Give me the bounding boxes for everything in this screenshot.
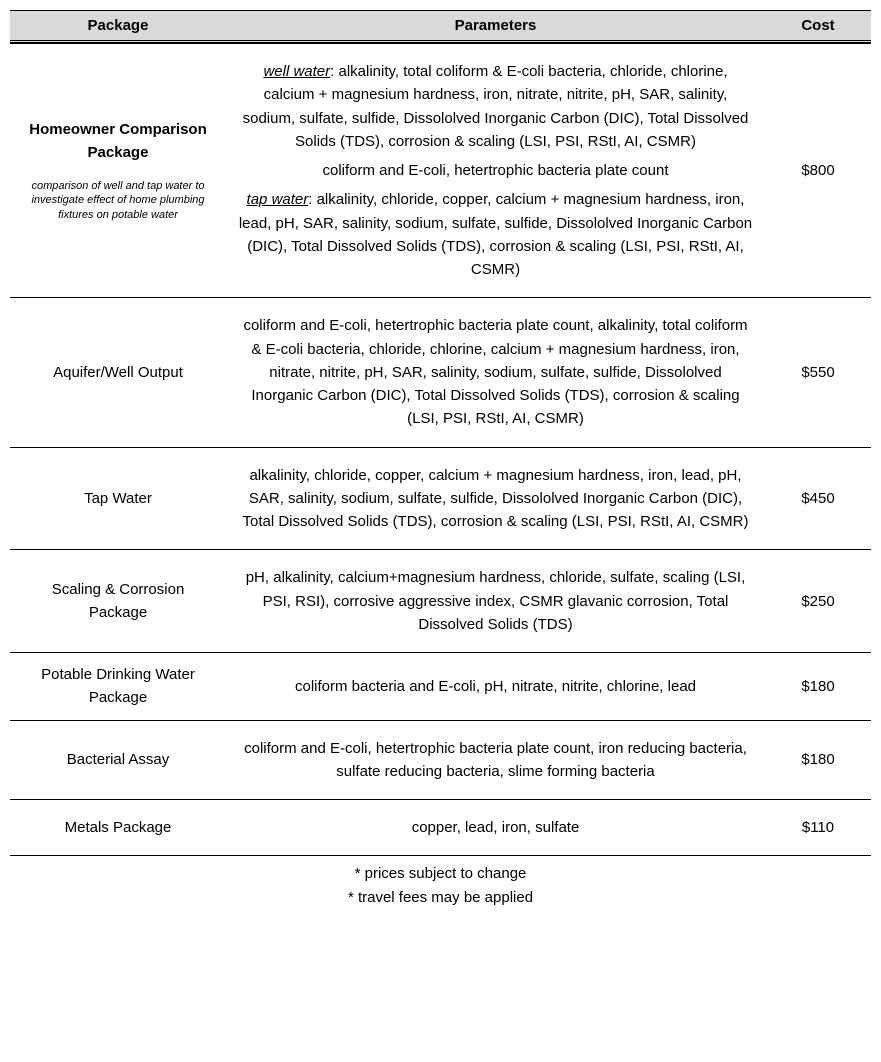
footnote-line: * travel fees may be applied [10, 886, 871, 910]
parameters-cell: coliform bacteria and E-coli, pH, nitrat… [226, 653, 765, 721]
package-cell: Tap Water [10, 447, 226, 550]
parameter-text: coliform and E-coli, hetertrophic bacter… [322, 162, 668, 179]
package-cell: Bacterial Assay [10, 720, 226, 800]
parameter-text: pH, alkalinity, calcium+magnesium hardne… [246, 569, 746, 633]
parameter-text: coliform and E-coli, hetertrophic bacter… [243, 317, 747, 427]
table-row: Metals Package copper, lead, iron, sulfat… [10, 800, 871, 856]
table-row: Homeowner Comparison Package comparison o… [10, 44, 871, 298]
parameter-block: tap water: alkalinity, chloride, copper,… [238, 188, 753, 281]
cost-cell: $550 [765, 298, 871, 447]
package-cell: Aquifer/Well Output [10, 298, 226, 447]
parameter-text: : alkalinity, chloride, copper, calcium … [239, 191, 752, 278]
package-title: Tap Water [84, 490, 152, 507]
parameter-block: well water: alkalinity, total coliform &… [238, 60, 753, 153]
table-row: Aquifer/Well Output coliform and E-coli, … [10, 298, 871, 447]
parameters-cell: coliform and E-coli, hetertrophic bacter… [226, 298, 765, 447]
col-header-cost: Cost [765, 11, 871, 42]
parameters-cell: copper, lead, iron, sulfate [226, 800, 765, 856]
cost-cell: $180 [765, 653, 871, 721]
cost-cell: $800 [765, 44, 871, 298]
parameters-cell: coliform and E-coli, hetertrophic bacter… [226, 720, 765, 800]
package-title: Aquifer/Well Output [53, 364, 183, 381]
package-title: Bacterial Assay [67, 751, 170, 768]
pricing-table: Package Parameters Cost Homeowner Compar… [10, 10, 871, 856]
parameter-block: coliform and E-coli, hetertrophic bacter… [238, 159, 753, 182]
parameter-text: coliform bacteria and E-coli, pH, nitrat… [295, 678, 696, 695]
cost-cell: $110 [765, 800, 871, 856]
parameter-block: coliform and E-coli, hetertrophic bacter… [238, 314, 753, 430]
parameter-text: copper, lead, iron, sulfate [412, 819, 580, 836]
parameter-block: coliform bacteria and E-coli, pH, nitrat… [238, 675, 753, 698]
package-cell: Scaling & Corrosion Package [10, 550, 226, 653]
parameter-block: alkalinity, chloride, copper, calcium + … [238, 464, 753, 534]
parameter-label: tap water [247, 191, 309, 208]
package-title: Homeowner Comparison Package [22, 118, 214, 165]
parameter-block: pH, alkalinity, calcium+magnesium hardne… [238, 566, 753, 636]
package-title: Potable Drinking Water Package [41, 666, 195, 706]
parameters-cell: alkalinity, chloride, copper, calcium + … [226, 447, 765, 550]
parameter-block: copper, lead, iron, sulfate [238, 816, 753, 839]
parameter-label: well water [263, 63, 330, 80]
col-header-package: Package [10, 11, 226, 42]
table-row: Tap Water alkalinity, chloride, copper, c… [10, 447, 871, 550]
table-row: Scaling & Corrosion Package pH, alkalinit… [10, 550, 871, 653]
package-title: Metals Package [65, 819, 172, 836]
cost-cell: $180 [765, 720, 871, 800]
table-row: Potable Drinking Water Package coliform b… [10, 653, 871, 721]
footnotes: * prices subject to change* travel fees … [10, 862, 871, 910]
table-row: Bacterial Assay coliform and E-coli, hete… [10, 720, 871, 800]
package-title: Scaling & Corrosion Package [52, 581, 185, 621]
footnote-line: * prices subject to change [10, 862, 871, 886]
parameters-cell: pH, alkalinity, calcium+magnesium hardne… [226, 550, 765, 653]
package-subtitle: comparison of well and tap water to inve… [22, 179, 214, 224]
parameter-text: alkalinity, chloride, copper, calcium + … [243, 467, 749, 531]
parameter-block: coliform and E-coli, hetertrophic bacter… [238, 737, 753, 784]
package-cell: Potable Drinking Water Package [10, 653, 226, 721]
package-cell: Metals Package [10, 800, 226, 856]
cost-cell: $450 [765, 447, 871, 550]
col-header-parameters: Parameters [226, 11, 765, 42]
parameter-text: coliform and E-coli, hetertrophic bacter… [244, 740, 747, 780]
parameters-cell: well water: alkalinity, total coliform &… [226, 44, 765, 298]
package-cell: Homeowner Comparison Package comparison o… [10, 44, 226, 298]
cost-cell: $250 [765, 550, 871, 653]
